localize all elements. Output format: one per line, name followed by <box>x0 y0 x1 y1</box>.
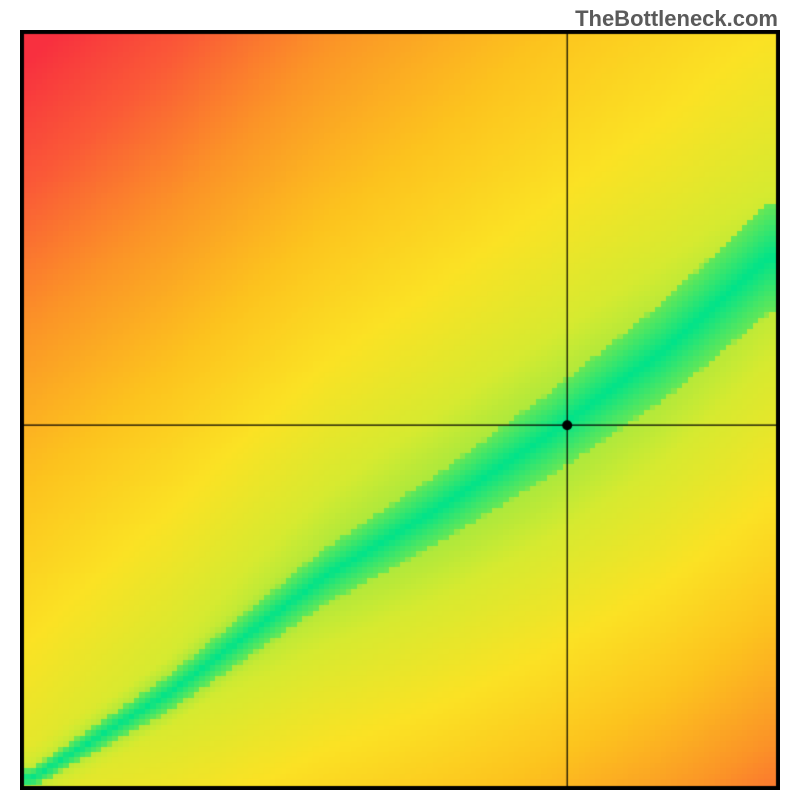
watermark-text: TheBottleneck.com <box>575 6 778 32</box>
bottleneck-heatmap <box>20 30 780 790</box>
chart-container: { "watermark": "TheBottleneck.com", "cha… <box>0 0 800 800</box>
